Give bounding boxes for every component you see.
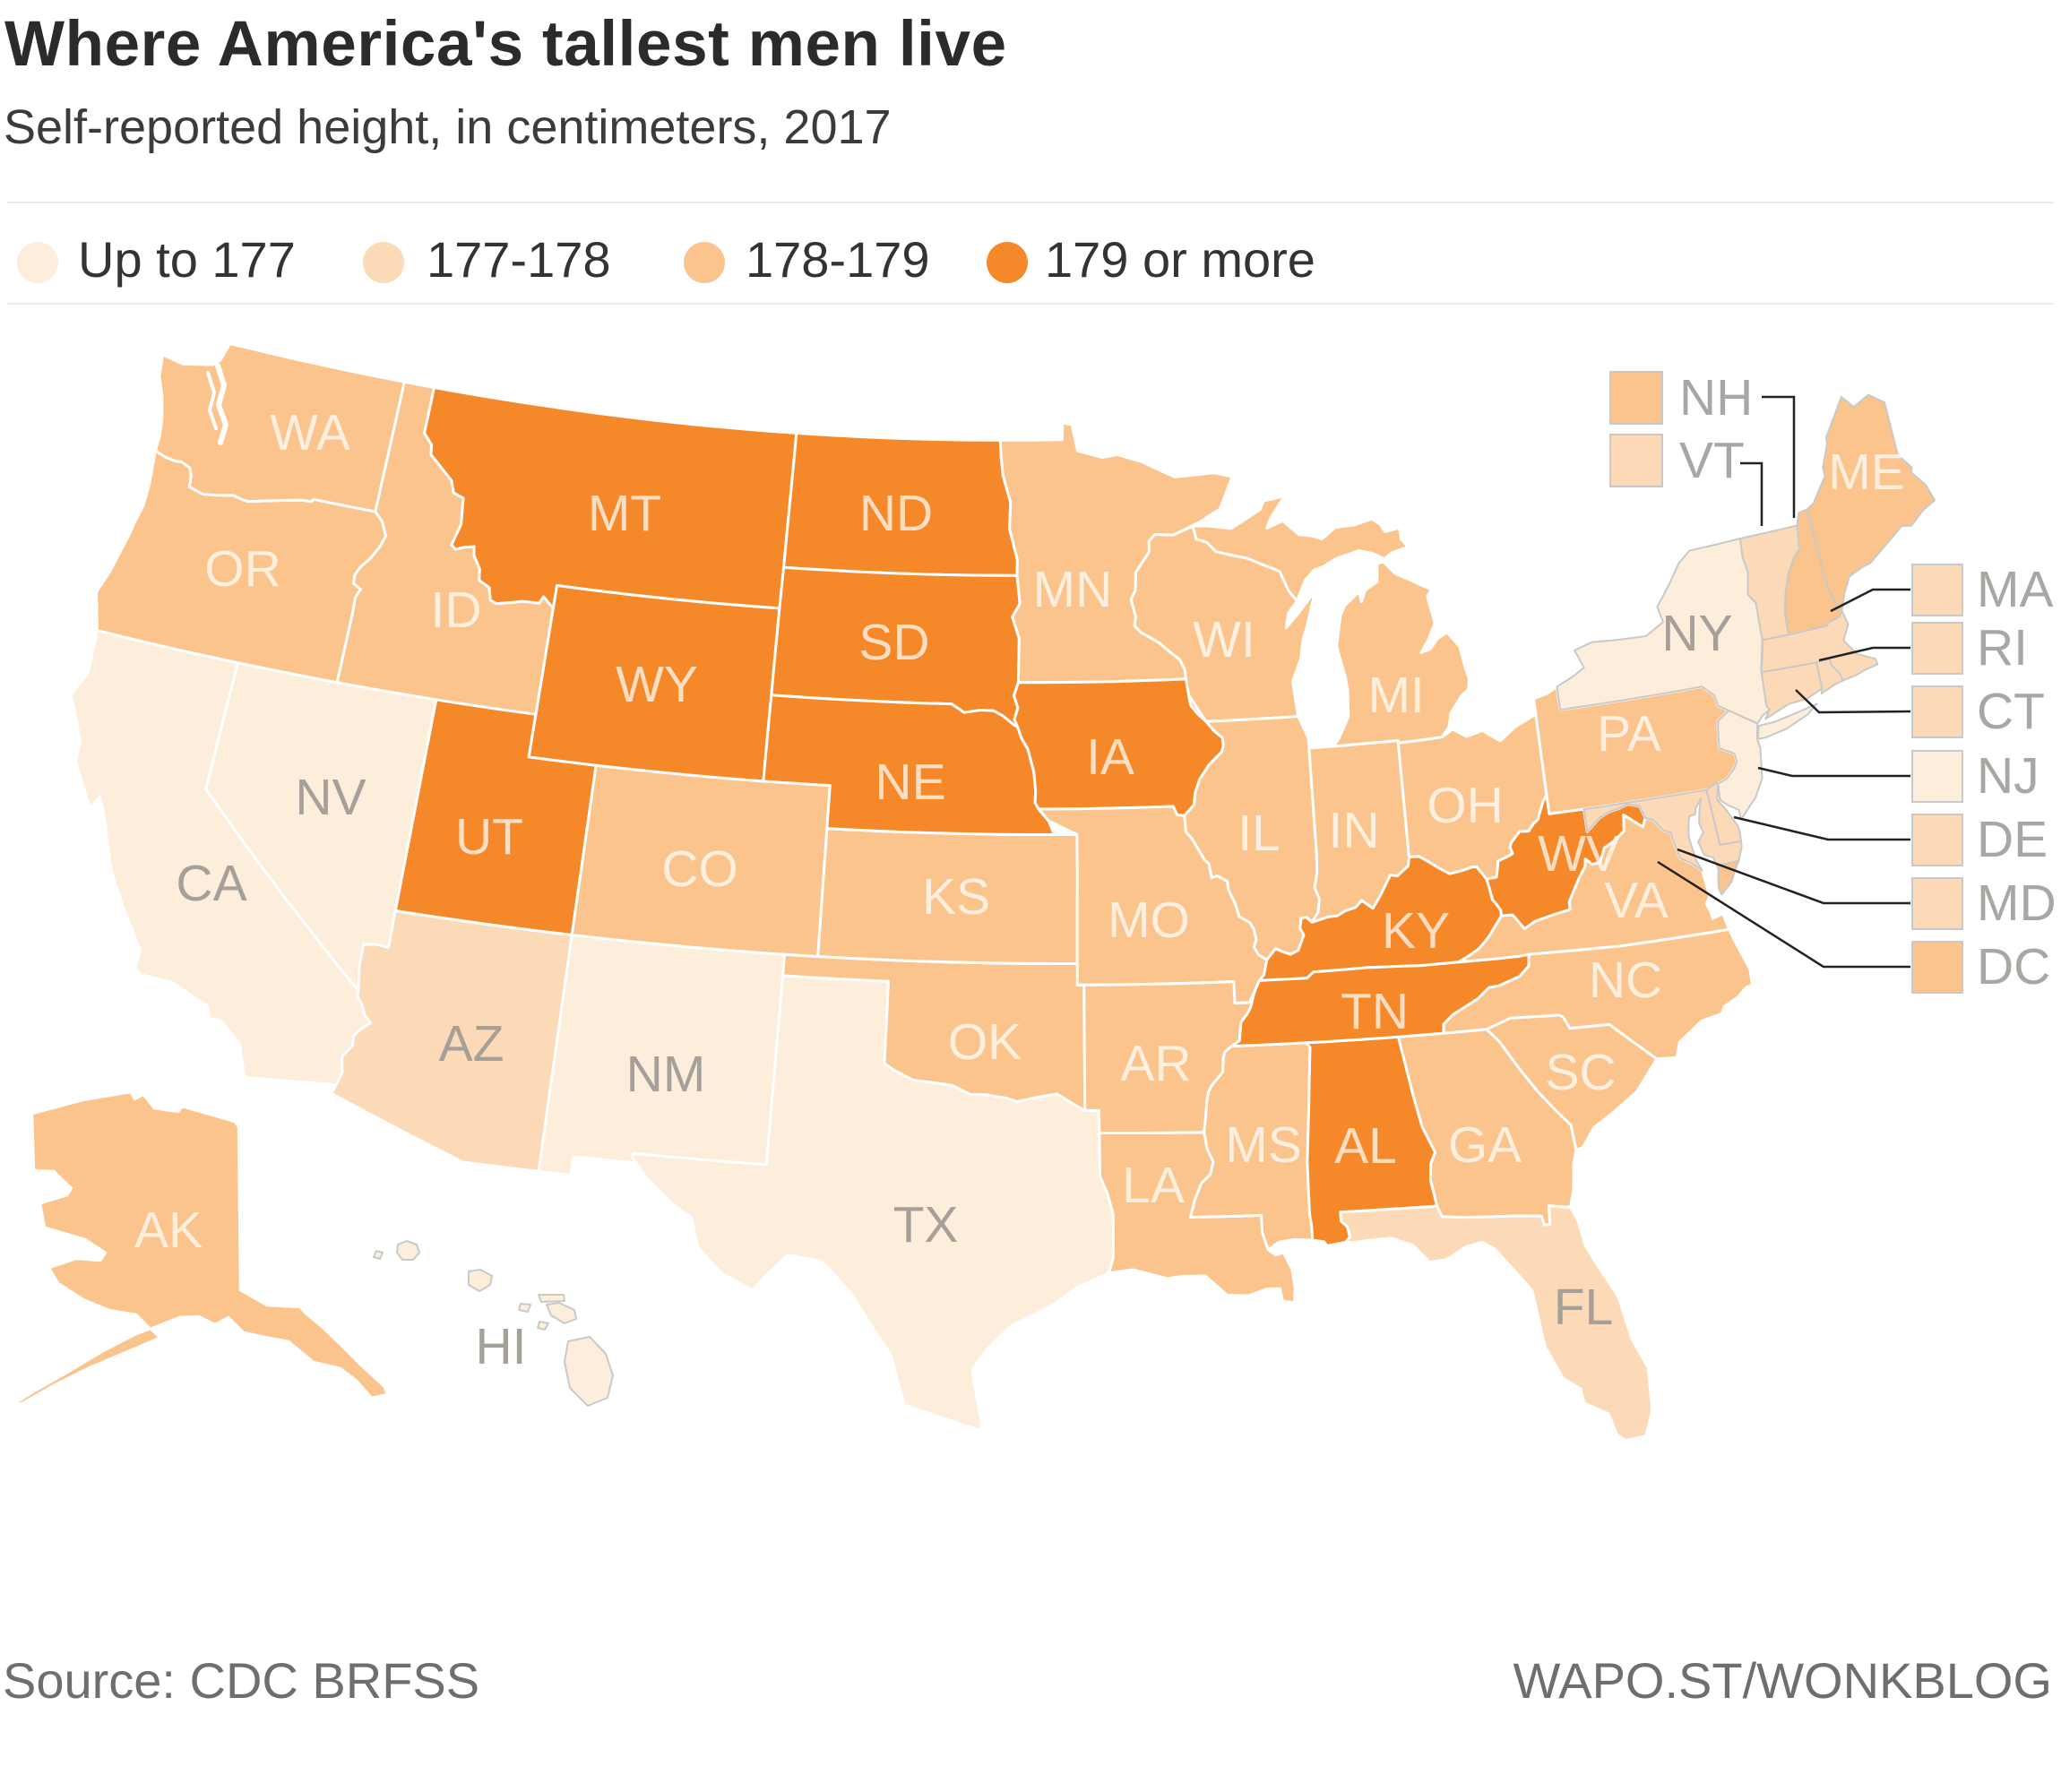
svg-text:OK: OK bbox=[948, 1013, 1022, 1071]
svg-text:RI: RI bbox=[1977, 619, 2028, 676]
svg-text:SD: SD bbox=[858, 614, 929, 671]
svg-text:NH: NH bbox=[1679, 369, 1753, 426]
svg-text:MO: MO bbox=[1108, 892, 1190, 949]
svg-text:CA: CA bbox=[176, 855, 246, 912]
svg-text:DC: DC bbox=[1977, 938, 2050, 995]
svg-text:WY: WY bbox=[616, 656, 698, 713]
svg-text:AZ: AZ bbox=[439, 1015, 504, 1073]
svg-text:NE: NE bbox=[875, 754, 945, 811]
svg-text:MD: MD bbox=[1977, 874, 2057, 932]
svg-text:GA: GA bbox=[1448, 1116, 1522, 1174]
svg-text:AL: AL bbox=[1334, 1117, 1397, 1175]
svg-text:AR: AR bbox=[1120, 1035, 1191, 1092]
svg-text:MT: MT bbox=[588, 485, 661, 542]
svg-text:WI: WI bbox=[1193, 611, 1255, 668]
svg-text:TX: TX bbox=[893, 1196, 959, 1254]
svg-text:UT: UT bbox=[455, 808, 523, 866]
svg-text:IA: IA bbox=[1086, 728, 1134, 786]
svg-text:LA: LA bbox=[1122, 1157, 1185, 1214]
svg-text:IL: IL bbox=[1237, 805, 1281, 862]
svg-text:MA: MA bbox=[1977, 561, 2054, 618]
svg-text:NY: NY bbox=[1661, 605, 1732, 662]
svg-text:HI: HI bbox=[476, 1318, 527, 1375]
svg-text:KS: KS bbox=[922, 868, 990, 926]
svg-text:WV: WV bbox=[1538, 825, 1620, 883]
svg-text:VT: VT bbox=[1679, 432, 1745, 489]
svg-text:KY: KY bbox=[1382, 902, 1450, 960]
svg-text:NC: NC bbox=[1589, 952, 1662, 1009]
svg-text:NV: NV bbox=[295, 769, 366, 826]
svg-text:CT: CT bbox=[1977, 683, 2045, 740]
svg-text:IN: IN bbox=[1329, 802, 1380, 859]
svg-text:NM: NM bbox=[626, 1046, 706, 1103]
svg-text:FL: FL bbox=[1554, 1279, 1614, 1336]
svg-text:MS: MS bbox=[1225, 1116, 1302, 1174]
svg-text:ID: ID bbox=[431, 582, 482, 639]
svg-text:TN: TN bbox=[1341, 983, 1409, 1040]
svg-text:CO: CO bbox=[661, 840, 738, 898]
svg-text:SC: SC bbox=[1545, 1044, 1616, 1101]
svg-text:MN: MN bbox=[1033, 561, 1113, 618]
svg-text:OR: OR bbox=[204, 540, 281, 598]
svg-text:OH: OH bbox=[1427, 777, 1504, 834]
svg-text:ME: ME bbox=[1828, 444, 1905, 501]
svg-text:WA: WA bbox=[270, 404, 350, 461]
svg-text:PA: PA bbox=[1597, 705, 1661, 762]
svg-text:VA: VA bbox=[1604, 872, 1669, 929]
svg-text:ND: ND bbox=[859, 485, 933, 542]
svg-text:MI: MI bbox=[1367, 667, 1424, 724]
svg-text:AK: AK bbox=[134, 1202, 203, 1259]
svg-text:NJ: NJ bbox=[1977, 747, 2039, 805]
svg-text:DE: DE bbox=[1977, 811, 2048, 868]
